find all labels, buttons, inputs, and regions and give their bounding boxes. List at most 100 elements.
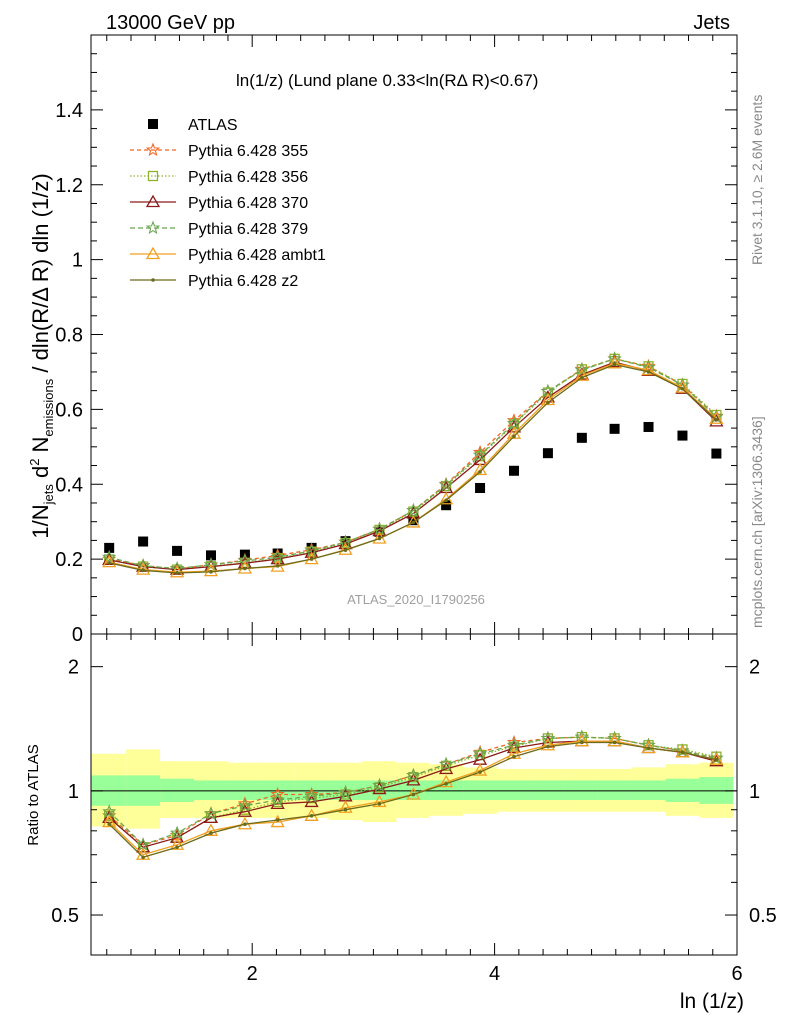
ratio-frame	[90, 633, 738, 956]
data-point	[540, 392, 556, 406]
ratio-point	[243, 822, 247, 827]
ratio-y-tick-label: 1	[68, 781, 79, 803]
data-point	[406, 502, 421, 517]
header-left: 13000 GeV pp	[106, 12, 235, 34]
legend-label: Pythia 6.428 356	[188, 169, 308, 186]
series-line	[109, 362, 717, 573]
ratio-point	[169, 837, 185, 850]
data-point	[574, 368, 589, 381]
ratio-point	[411, 792, 416, 797]
data-point	[607, 356, 622, 369]
stat-band	[160, 778, 195, 802]
ratio-y-label: Ratio to ATLAS	[25, 744, 42, 845]
y-axis-label: 1/Njets d2 Nemissions / dln(R/Δ R) dln (…	[27, 173, 56, 538]
legend-marker	[147, 170, 159, 182]
ratio-point	[135, 837, 151, 851]
ratio-point	[275, 818, 280, 822]
y-tick-label: 1.2	[55, 175, 83, 197]
stat-band	[227, 780, 262, 801]
legend-item: Pythia 6.428 ambt1	[130, 246, 326, 264]
ratio-series-pythia-6-428-z2	[107, 740, 719, 860]
legend-label: ATLAS	[188, 117, 238, 134]
data-point	[576, 432, 587, 443]
legend-label: Pythia 6.428 z2	[188, 273, 298, 290]
data-point	[475, 482, 486, 493]
legend-marker	[151, 278, 155, 282]
analysis-tag: ATLAS_2020_I1790256	[347, 592, 485, 607]
stat-band	[597, 780, 632, 801]
main-plot: 0 0.2 0.4 0.6 0.8 1 1.2 1.4	[55, 34, 738, 646]
stat-band	[530, 780, 565, 801]
data-point	[135, 558, 151, 572]
ratio-y-tick-label-right: 1	[749, 781, 760, 803]
data-point	[203, 563, 219, 577]
legend-marker	[145, 246, 161, 260]
ratio-point	[338, 800, 353, 813]
legend-label: Pythia 6.428 355	[188, 143, 308, 160]
ratio-point	[203, 823, 219, 836]
data-point	[444, 498, 448, 503]
mcplots-text: mcplots.cern.ch [arXiv:1306.3436]	[749, 416, 765, 628]
series-atlas	[104, 421, 722, 561]
data-point	[309, 557, 314, 561]
data-point	[607, 351, 622, 365]
ratio-point	[175, 845, 179, 850]
ratio-point	[439, 756, 454, 771]
data-point	[612, 362, 617, 367]
ratio-point	[338, 785, 353, 799]
data-point	[609, 423, 620, 434]
stat-band	[194, 780, 228, 801]
data-point	[102, 554, 117, 568]
ratio-point	[472, 763, 488, 776]
ratio-point	[472, 746, 488, 760]
data-point	[714, 418, 719, 422]
x-tick-label: 6	[731, 963, 742, 985]
svg-text:1/Njets d2 Nemissions / dln(R/: 1/Njets d2 Nemissions / dln(R/Δ R) dln (…	[27, 173, 56, 538]
header-right: Jets	[693, 12, 730, 34]
data-point	[408, 515, 419, 526]
series-line	[109, 361, 717, 571]
legend-marker	[145, 142, 161, 157]
ratio-point	[478, 770, 482, 774]
ratio-point	[270, 792, 285, 807]
data-point	[506, 416, 522, 430]
ratio-point	[546, 744, 550, 749]
ratio-plot: 0.5 0.5 1 1 2 2 2 4 6	[51, 633, 777, 985]
ratio-y-tick-label-right: 2	[749, 657, 760, 679]
data-point	[542, 448, 553, 459]
series-pythia-6-428-z2	[107, 362, 719, 575]
ratio-point	[203, 806, 219, 820]
x-tick-label: 4	[489, 963, 500, 985]
y-tick-label: 0.2	[55, 549, 83, 571]
legend-item: Pythia 6.428 356	[130, 169, 308, 186]
data-point	[205, 550, 216, 561]
ratio-point	[343, 807, 348, 812]
data-point	[169, 564, 185, 578]
ratio-point	[209, 831, 213, 835]
ratio-point	[309, 813, 314, 818]
data-point	[641, 362, 656, 376]
ratio-series-pythia-6-428-379	[102, 729, 724, 851]
ratio-point	[372, 794, 387, 808]
stat-band	[665, 778, 700, 802]
data-point	[172, 545, 183, 556]
ratio-point	[102, 814, 117, 828]
series-line	[109, 358, 717, 570]
legend-item: Pythia 6.428 z2	[130, 273, 298, 290]
data-point	[512, 434, 516, 439]
data-point	[102, 549, 117, 564]
series-pythia-6-428-370	[102, 354, 724, 575]
data-point	[711, 448, 722, 459]
legend-marker	[145, 194, 161, 208]
x-tick-label: 2	[247, 963, 258, 985]
series-line	[109, 363, 717, 574]
ratio-point	[406, 767, 421, 782]
plot-title: ln(1/z) (Lund plane 0.33<ln(RΔ R)<0.67)	[236, 71, 538, 90]
data-point	[138, 536, 149, 547]
data-point	[580, 375, 584, 380]
ratio-point	[680, 750, 685, 755]
y-tick-label: 0	[72, 624, 83, 646]
data-point	[677, 430, 688, 441]
legend-label: Pythia 6.428 370	[188, 195, 308, 212]
